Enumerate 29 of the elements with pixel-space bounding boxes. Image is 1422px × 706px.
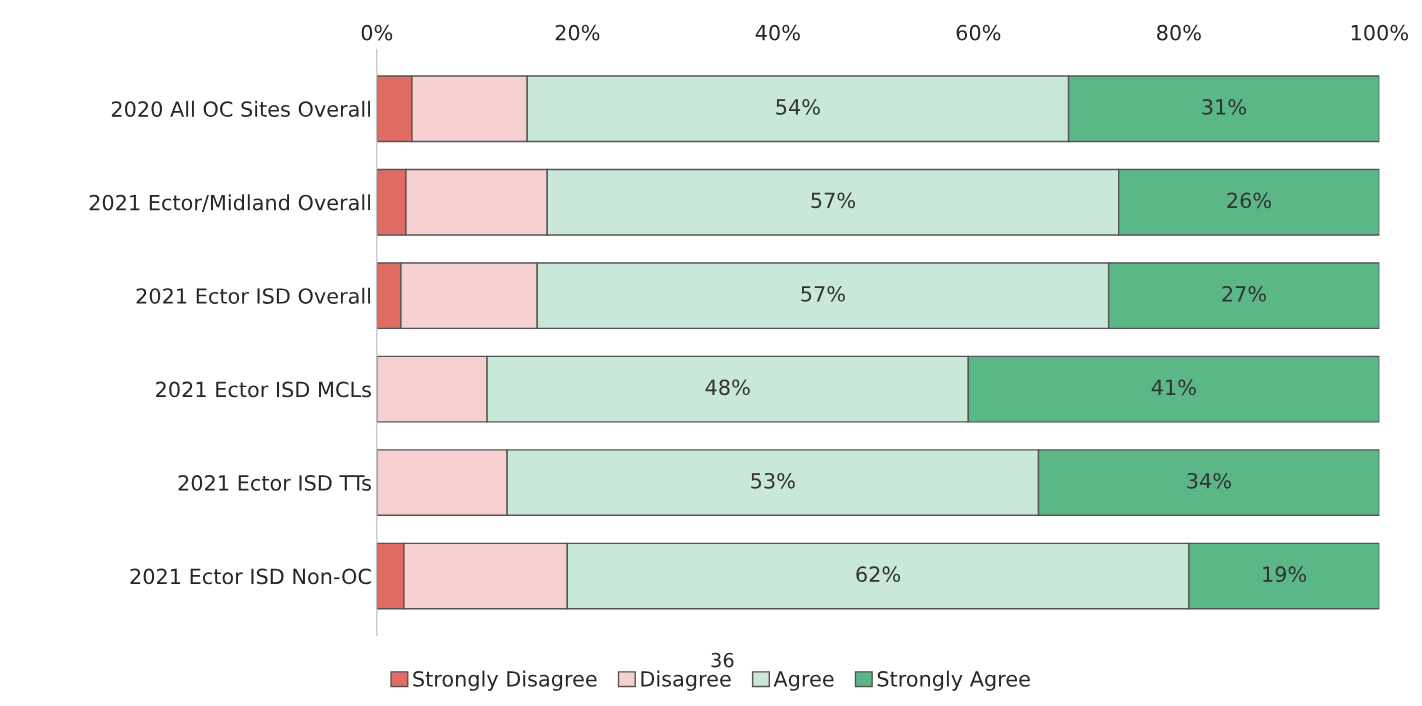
y-tick-label: 2021 Ector ISD MCLs bbox=[156, 381, 371, 398]
data-label: 53% bbox=[751, 472, 795, 489]
y-tick-label: 2021 Ector/Midland Overall bbox=[89, 194, 371, 213]
data-label: 57% bbox=[811, 192, 855, 209]
data-label: 26% bbox=[1227, 192, 1272, 209]
data-label: 54% bbox=[776, 99, 820, 115]
data-label: 62% bbox=[856, 566, 901, 583]
y-tick-label: 2021 Ector ISD TTs bbox=[178, 475, 371, 491]
legend-label: Disagree bbox=[641, 670, 731, 691]
data-label: 41% bbox=[1151, 379, 1196, 396]
x-tick-label: 0% bbox=[361, 24, 393, 41]
data-label: 34% bbox=[1187, 472, 1231, 489]
x-tick-label: 80% bbox=[1157, 24, 1201, 41]
data-label: 31% bbox=[1202, 99, 1246, 115]
y-tick-label: 2021 Ector ISD Non-OC bbox=[130, 568, 371, 585]
x-tick-label: 20% bbox=[555, 24, 600, 41]
legend-label: Agree bbox=[773, 671, 834, 691]
x-tick-label: 40% bbox=[755, 24, 800, 41]
y-tick-label: 2021 Ector ISD Overall bbox=[136, 287, 371, 304]
data-label: 27% bbox=[1222, 285, 1266, 302]
x-tick-label: 100% bbox=[1351, 24, 1408, 41]
y-tick-label: 2020 All OC Sites Overall bbox=[111, 100, 371, 117]
x-tick-label: 60% bbox=[956, 24, 1001, 41]
legend-label: Strongly Agree bbox=[877, 670, 1030, 691]
data-label: 48% bbox=[705, 379, 750, 396]
data-label: 19% bbox=[1263, 566, 1307, 583]
data-label: 57% bbox=[801, 285, 845, 302]
text: 36 bbox=[711, 652, 734, 668]
legend-label: Strongly Disagree bbox=[413, 670, 597, 691]
